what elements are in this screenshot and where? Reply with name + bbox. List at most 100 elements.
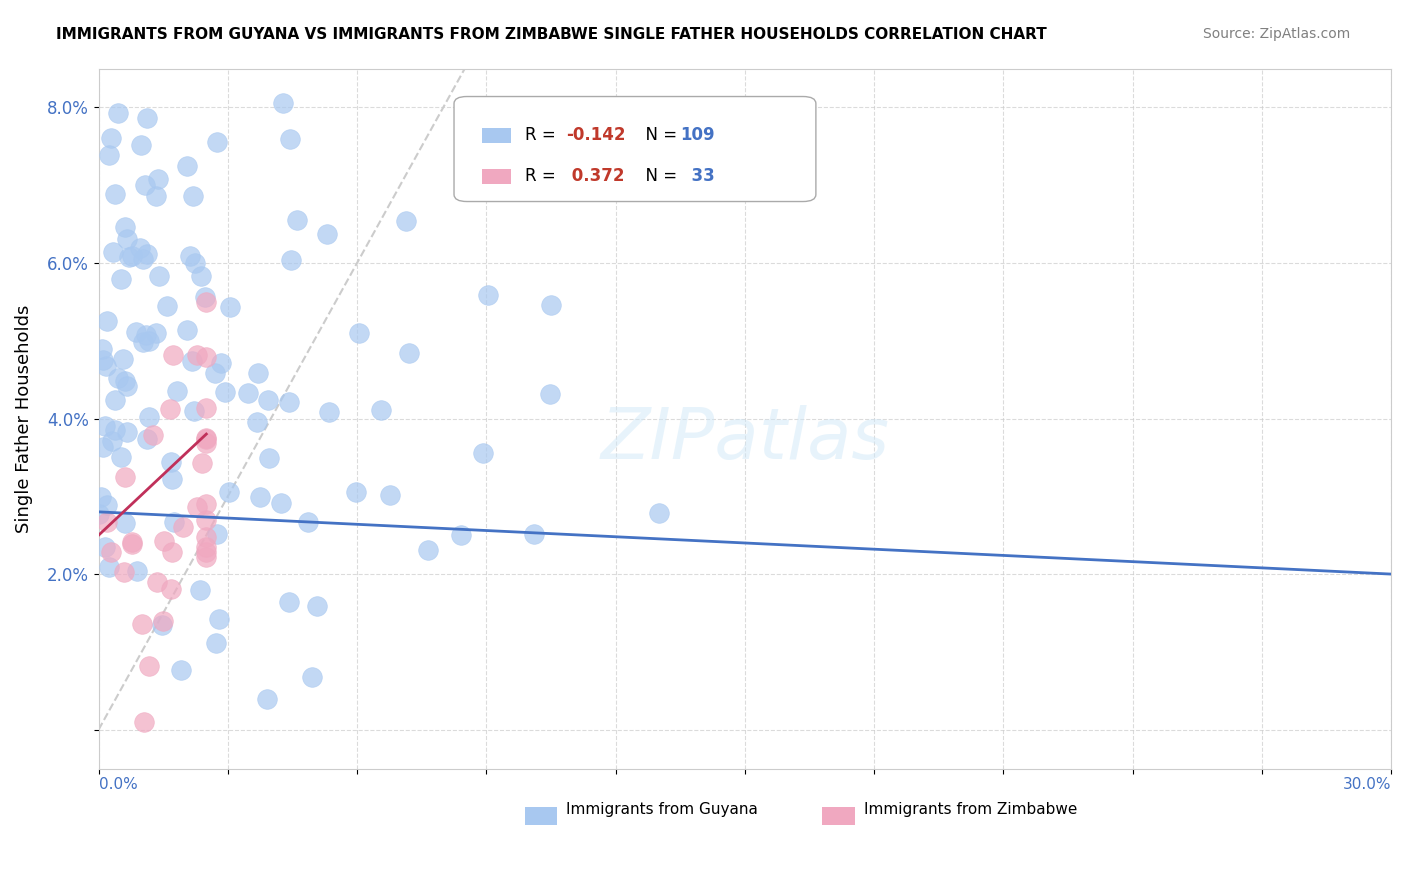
- Point: [103, 244, 125, 259]
- Point: [146, 172, 169, 186]
- Point: [93, 418, 115, 433]
- Point: [179, 249, 201, 263]
- Point: [318, 405, 340, 419]
- Text: R =: R =: [524, 168, 561, 186]
- Point: [186, 347, 208, 361]
- Point: [184, 256, 207, 270]
- Text: 0.0%: 0.0%: [98, 777, 138, 792]
- Point: [176, 160, 198, 174]
- Text: N =: N =: [636, 127, 682, 145]
- Point: [132, 252, 155, 266]
- Point: [135, 111, 157, 125]
- Text: -0.142: -0.142: [567, 127, 626, 145]
- Point: [138, 334, 160, 348]
- Point: [94, 541, 117, 555]
- Point: [162, 515, 184, 529]
- Point: [195, 432, 218, 446]
- Point: [132, 334, 155, 349]
- Text: ZIPatlas: ZIPatlas: [600, 405, 890, 474]
- Point: [91, 440, 114, 454]
- Point: [100, 131, 122, 145]
- Point: [100, 545, 122, 559]
- Point: [191, 456, 214, 470]
- Text: 109: 109: [681, 127, 714, 145]
- Point: [398, 346, 420, 360]
- Point: [96, 498, 118, 512]
- Point: [218, 300, 240, 314]
- Point: [278, 595, 301, 609]
- Point: [228, 48, 250, 62]
- Point: [195, 530, 218, 544]
- Point: [124, 325, 146, 339]
- Point: [195, 294, 218, 309]
- Point: [378, 488, 401, 502]
- Point: [205, 635, 228, 649]
- Text: N =: N =: [636, 168, 682, 186]
- Point: [471, 445, 494, 459]
- Point: [176, 323, 198, 337]
- Point: [162, 348, 184, 362]
- Point: [256, 692, 278, 706]
- Point: [538, 387, 561, 401]
- Point: [129, 138, 152, 153]
- Point: [236, 386, 259, 401]
- Point: [160, 544, 183, 558]
- Point: [195, 549, 218, 564]
- Point: [523, 526, 546, 541]
- Point: [195, 351, 218, 365]
- Point: [183, 189, 205, 203]
- Point: [278, 395, 301, 409]
- FancyBboxPatch shape: [482, 128, 510, 143]
- Point: [347, 326, 370, 340]
- Point: [190, 268, 212, 283]
- Point: [195, 540, 218, 554]
- Point: [188, 582, 211, 597]
- Point: [218, 485, 240, 500]
- Point: [97, 559, 120, 574]
- Text: 30.0%: 30.0%: [1343, 777, 1391, 792]
- Point: [90, 490, 112, 504]
- Point: [145, 188, 167, 202]
- Y-axis label: Single Father Households: Single Father Households: [15, 304, 32, 533]
- Point: [344, 485, 367, 500]
- Point: [114, 374, 136, 388]
- Text: 0.372: 0.372: [567, 168, 624, 186]
- Point: [301, 670, 323, 684]
- Point: [540, 298, 562, 312]
- Point: [96, 359, 118, 374]
- Point: [118, 250, 141, 264]
- Point: [195, 436, 218, 450]
- Point: [246, 366, 269, 380]
- Point: [159, 402, 181, 417]
- Point: [246, 415, 269, 429]
- FancyBboxPatch shape: [482, 169, 510, 184]
- Point: [114, 469, 136, 483]
- Point: [181, 354, 204, 368]
- Point: [142, 428, 165, 442]
- Point: [148, 268, 170, 283]
- Point: [127, 564, 149, 578]
- Point: [134, 178, 156, 193]
- Point: [128, 241, 150, 255]
- Point: [96, 516, 118, 530]
- Point: [648, 506, 671, 520]
- Text: 33: 33: [681, 168, 714, 186]
- Point: [160, 472, 183, 486]
- Point: [160, 582, 183, 596]
- Point: [114, 220, 136, 235]
- Point: [150, 617, 173, 632]
- FancyBboxPatch shape: [454, 96, 815, 202]
- Point: [138, 658, 160, 673]
- Point: [159, 455, 181, 469]
- Point: [132, 714, 155, 729]
- Point: [278, 132, 301, 146]
- Point: [270, 495, 292, 509]
- Point: [395, 214, 418, 228]
- Point: [115, 425, 138, 439]
- Point: [153, 534, 176, 549]
- Point: [205, 527, 228, 541]
- Point: [152, 614, 174, 628]
- Point: [91, 342, 114, 356]
- Point: [287, 212, 309, 227]
- Point: [257, 451, 280, 466]
